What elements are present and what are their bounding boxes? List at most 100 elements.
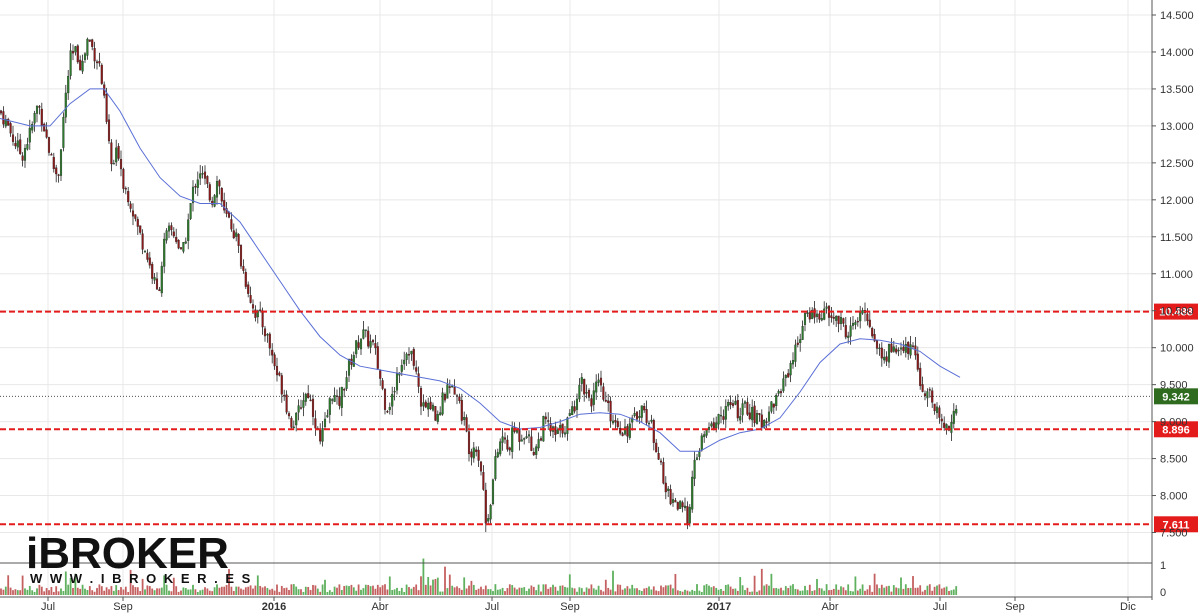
volume-bar xyxy=(816,579,818,595)
candle-body xyxy=(460,399,463,421)
candle-body xyxy=(35,105,39,114)
volume-bar xyxy=(141,578,144,595)
volume-bar xyxy=(110,586,113,595)
candle-body xyxy=(139,225,142,233)
volume-bar xyxy=(180,590,182,595)
candle-body xyxy=(11,134,15,142)
x-tick-label: Dic xyxy=(1120,601,1136,613)
volume-bar xyxy=(878,588,881,595)
candle-body xyxy=(868,319,871,327)
candle-body xyxy=(583,379,586,395)
candle-body xyxy=(549,423,552,432)
y-tick-label: 12.500 xyxy=(1160,158,1194,170)
volume-bar xyxy=(792,584,794,595)
candle-body xyxy=(7,119,10,126)
candle-body xyxy=(825,306,828,309)
volume-bar xyxy=(883,587,886,595)
volume-bar xyxy=(156,588,158,595)
volume-bar xyxy=(273,590,276,595)
volume-bar xyxy=(139,591,142,595)
volume-bar xyxy=(849,590,852,595)
volume-bar xyxy=(691,589,694,595)
volume-bar xyxy=(288,589,290,595)
volume-bar xyxy=(540,591,542,595)
candle-body xyxy=(74,46,77,53)
candle-body xyxy=(302,400,305,408)
volume-bar xyxy=(360,589,362,595)
candle-body xyxy=(124,188,127,190)
volume-bar xyxy=(326,591,329,595)
candle-body xyxy=(47,137,51,153)
volume-bar xyxy=(324,579,326,595)
candle-body xyxy=(26,144,29,150)
candle-body xyxy=(676,502,679,510)
volume-bar xyxy=(585,587,588,595)
volume-bar xyxy=(516,589,518,595)
candle-body xyxy=(179,247,183,250)
volume-bar xyxy=(225,585,228,595)
volume-bar xyxy=(837,589,840,595)
candle-body xyxy=(859,311,862,322)
volume-bar xyxy=(484,585,487,595)
volume-bar xyxy=(732,588,734,595)
volume-bar xyxy=(24,588,26,595)
volume-bar xyxy=(48,590,50,595)
candle-body xyxy=(184,241,187,244)
volume-bar xyxy=(7,575,10,595)
volume-bar xyxy=(189,589,192,595)
candle-body xyxy=(947,425,951,431)
volume-bar xyxy=(38,584,41,595)
volume-bar xyxy=(129,569,132,595)
volume-bar xyxy=(621,589,624,595)
candle-body xyxy=(422,402,425,407)
candle-body xyxy=(494,456,497,480)
candle-body xyxy=(347,359,351,376)
candle-body xyxy=(175,237,178,242)
candle-body xyxy=(926,391,929,399)
volume-bar xyxy=(153,590,156,595)
volume-bar xyxy=(472,584,475,595)
candle-body xyxy=(271,349,274,356)
candle-body xyxy=(208,184,211,201)
candle-body xyxy=(371,340,375,343)
candle-body xyxy=(328,398,331,415)
volume-bar xyxy=(295,586,298,595)
candle-body xyxy=(213,195,216,207)
volume-bar xyxy=(333,586,336,595)
candle-body xyxy=(285,394,288,413)
logo-text: iBROKER xyxy=(26,529,229,578)
volume-bar xyxy=(369,586,372,595)
volume-bar xyxy=(936,585,938,595)
candle-body xyxy=(772,403,775,408)
volume-bar xyxy=(230,586,233,595)
volume-bar xyxy=(525,590,528,595)
volume-bar xyxy=(252,588,254,595)
volume-bar xyxy=(511,585,514,595)
volume-bar xyxy=(321,584,324,595)
volume-bar xyxy=(168,590,170,595)
volume-bar xyxy=(796,589,799,595)
volume-bar xyxy=(314,585,317,595)
candle-body xyxy=(319,429,322,442)
candle-body xyxy=(55,167,58,175)
volume-bar xyxy=(854,576,857,595)
candle-body xyxy=(117,145,120,159)
candle-body xyxy=(830,315,833,318)
volume-bar xyxy=(952,589,955,595)
volume-bar xyxy=(549,587,552,595)
candle-body xyxy=(403,359,406,365)
volume-bar xyxy=(765,584,768,595)
candle-body xyxy=(57,174,60,176)
volume-bar xyxy=(12,590,14,595)
volume-bar xyxy=(208,590,211,595)
volume-bar xyxy=(842,587,845,595)
volume-bar xyxy=(559,585,562,595)
candle-body xyxy=(923,393,927,397)
volume-bar xyxy=(945,586,948,595)
candle-body xyxy=(38,106,41,108)
volume-bar xyxy=(588,588,590,595)
candle-body xyxy=(760,414,763,428)
candle-body xyxy=(220,188,223,202)
volume-bar xyxy=(739,577,742,595)
volume-bar xyxy=(943,587,946,595)
